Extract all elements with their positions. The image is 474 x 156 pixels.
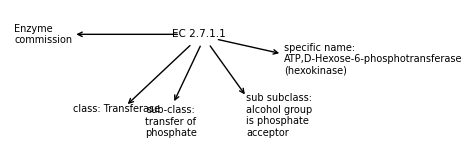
Text: sub subclass:
alcohol group
is phosphate
acceptor: sub subclass: alcohol group is phosphate… [246, 93, 313, 138]
Text: class: Transferase: class: Transferase [73, 104, 161, 114]
Text: EC 2.7.1.1: EC 2.7.1.1 [172, 29, 226, 39]
Text: sub-class:
transfer of
phosphate: sub-class: transfer of phosphate [145, 105, 197, 138]
Text: Enzyme
commission: Enzyme commission [14, 24, 73, 45]
Text: specific name:
ATP,D-Hexose-6-phosphotransferase
(hexokinase): specific name: ATP,D-Hexose-6-phosphotra… [284, 43, 463, 76]
